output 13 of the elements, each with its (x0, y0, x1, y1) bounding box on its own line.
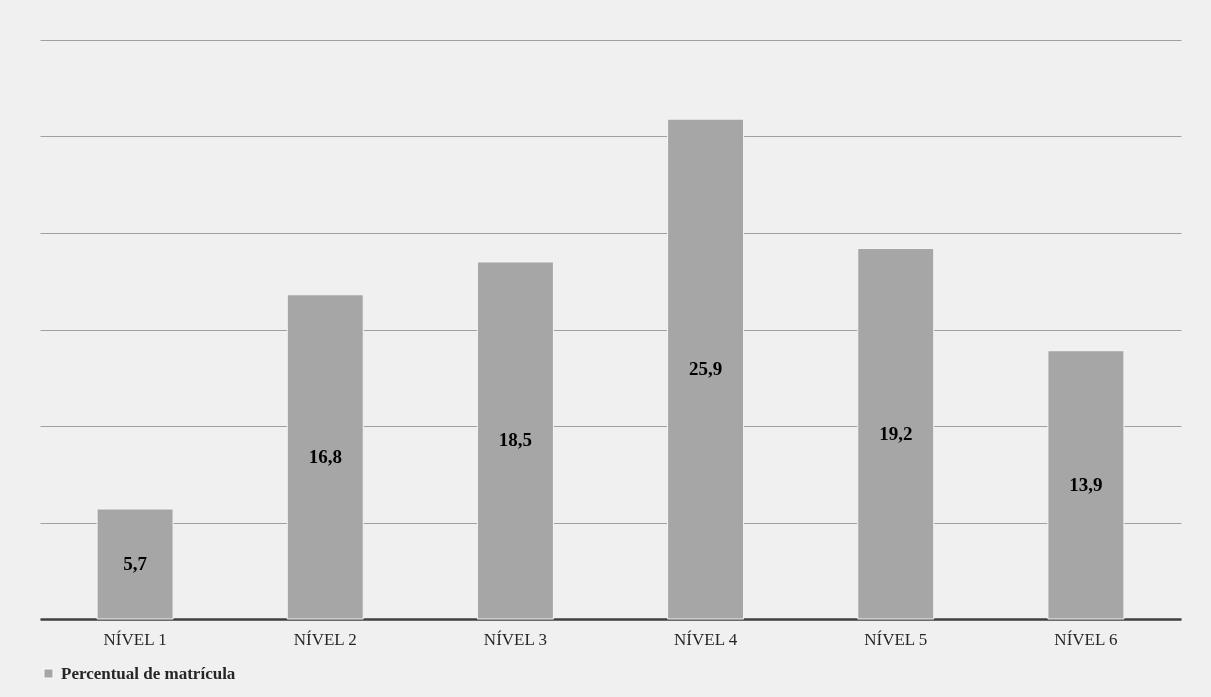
x-tick-label: NÍVEL 1 (103, 629, 167, 649)
x-tick-label: NÍVEL 6 (1054, 629, 1118, 649)
data-label: 19,2 (879, 422, 913, 444)
x-tick-label: NÍVEL 5 (864, 629, 928, 649)
data-label: 5,7 (123, 552, 148, 574)
data-label: 18,5 (498, 429, 533, 451)
data-label: 16,8 (308, 445, 342, 467)
data-label: 13,9 (1069, 473, 1103, 495)
data-label: 25,9 (688, 358, 723, 380)
legend-label: Percentual de matrícula (61, 663, 236, 683)
x-tick-label: NÍVEL 3 (483, 629, 547, 649)
x-tick-label: NÍVEL 4 (674, 629, 738, 649)
x-tick-label: NÍVEL 2 (293, 629, 357, 649)
